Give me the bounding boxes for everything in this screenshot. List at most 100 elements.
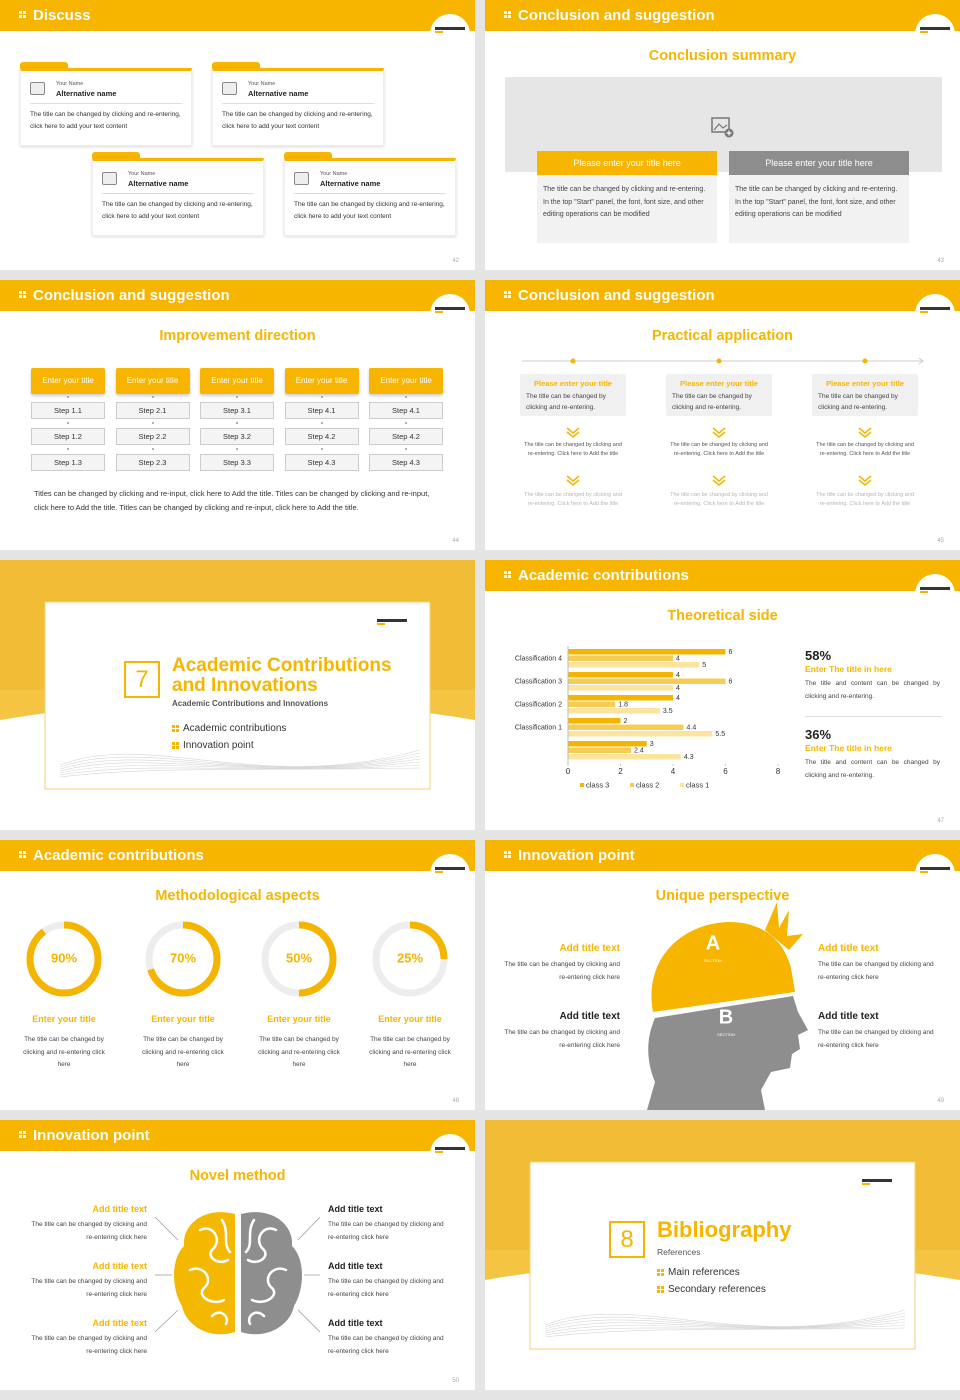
practice-note: The title can be changed by clicking and… [816,442,914,457]
logo-mark [377,619,407,622]
column-title: Enter your title [115,368,190,394]
header-title: Discuss [33,7,91,24]
header-title: Academic contributions [33,847,204,864]
step-dot [67,396,69,398]
card-divider [30,103,182,104]
wave [59,767,421,778]
header-title: Conclusion and suggestion [33,287,230,304]
block-text: The title can be changed by clicking and… [328,1278,444,1298]
ring-arc [261,921,337,997]
wave [59,758,421,772]
graphics: A SECTION B SECTION [647,902,808,1110]
logo-mark [435,1151,443,1153]
logo-mark [862,1179,892,1182]
chevron [858,479,872,486]
logo-mark [435,27,465,30]
ring-label: 70% [170,950,196,965]
slide: Innovation point Unique perspective 49 A SEC… [485,840,960,1110]
value-label: 4 [676,672,680,679]
chevron [712,479,726,486]
card-box [20,68,192,146]
value-label: 2 [624,718,628,725]
dots-icon [657,1286,660,1289]
practice-note: The title can be changed by clicking and… [670,442,768,457]
step-dot [405,422,407,424]
wave [544,1312,906,1328]
bar [568,695,673,701]
practice-text: The title can be changed by clicking and… [672,393,752,411]
card-name: Alternative name [56,89,117,98]
practice-note: The title can be changed by clicking and… [524,492,622,507]
card-text: The title can be changed by clicking and… [102,201,253,220]
chevron [566,427,580,434]
dots-icon [19,851,22,854]
connector [297,1309,321,1333]
logo [915,574,955,606]
timeline-dot [716,358,722,364]
card-tab [212,62,260,69]
wave [59,752,421,768]
value-label: 1.8 [618,701,628,708]
item-title: Enter your title [378,1014,442,1024]
wave [544,1309,906,1327]
chevron [858,475,872,482]
wave [544,1321,906,1334]
block-text: The title can be changed by clicking and… [31,1221,147,1241]
head-divider [648,991,798,1018]
number-box: 8 [609,1221,645,1258]
section-caption: SECTION [704,958,722,963]
slide: Conclusion and suggestion Practical appli… [485,280,960,550]
dots-icon [504,11,507,14]
dots-icon [172,742,175,745]
slide-subtitle: Methodological aspects [155,888,320,904]
step: Step 4.1 [284,402,359,419]
legend-label: class 2 [636,780,659,789]
logo [430,1134,470,1166]
step-dot [236,396,238,398]
slide-subtitle: Theoretical side [667,608,778,624]
brain-fold [188,1267,226,1304]
section-title: Academic Contributions and Innovations [172,655,392,696]
ring-arc [145,921,221,997]
item-title: Enter your title [151,1014,215,1024]
value-label: 4 [676,655,680,662]
step: Step 4.2 [369,428,443,445]
step-dot [320,396,323,398]
item-title: Enter your title [32,1014,96,1024]
head-hair [765,902,803,950]
chevron [712,431,726,438]
step-dot [151,422,154,424]
practice-text: The title can be changed by clicking and… [526,393,606,411]
card-text: The title can be changed by clicking and… [294,201,445,220]
slide-subtitle: Practical application [651,328,794,344]
ring-label: 90% [51,950,77,965]
block-title: Add title text [92,1261,147,1271]
practice-note: The title can be changed by clicking and… [670,492,768,507]
wave [59,761,421,774]
dots-icon [504,851,507,854]
step-dot [236,422,238,424]
step: Step 1.2 [31,428,105,445]
step: Step 3.2 [200,428,274,445]
category-label: Classification 3 [515,678,562,685]
logo-mark [377,623,385,625]
page-number: 48 [452,1098,459,1104]
block-title: Add title text [818,943,879,954]
card-label: Your Name [128,171,156,177]
card-name: Alternative name [320,179,381,188]
stat-value: 58% [805,648,832,663]
practice-box: Please enter your title The title can be … [520,374,626,416]
bar [568,747,631,753]
timeline-dot [862,358,868,364]
avatar-icon [294,172,309,185]
item-text: The title can be changed by clicking and… [142,1036,224,1068]
head-face [647,996,808,1110]
value-label: 6 [729,649,733,656]
brain-fold [210,1311,229,1326]
stat-text: The title and content can be changed by … [805,680,940,700]
value-label: 3.5 [663,708,673,715]
block-text: The title can be changed by clicking and… [504,1029,620,1049]
page-number: 49 [937,1098,944,1104]
slide: Innovation point Novel method 50 Add title … [0,1120,475,1390]
value-label: 3 [650,741,654,748]
